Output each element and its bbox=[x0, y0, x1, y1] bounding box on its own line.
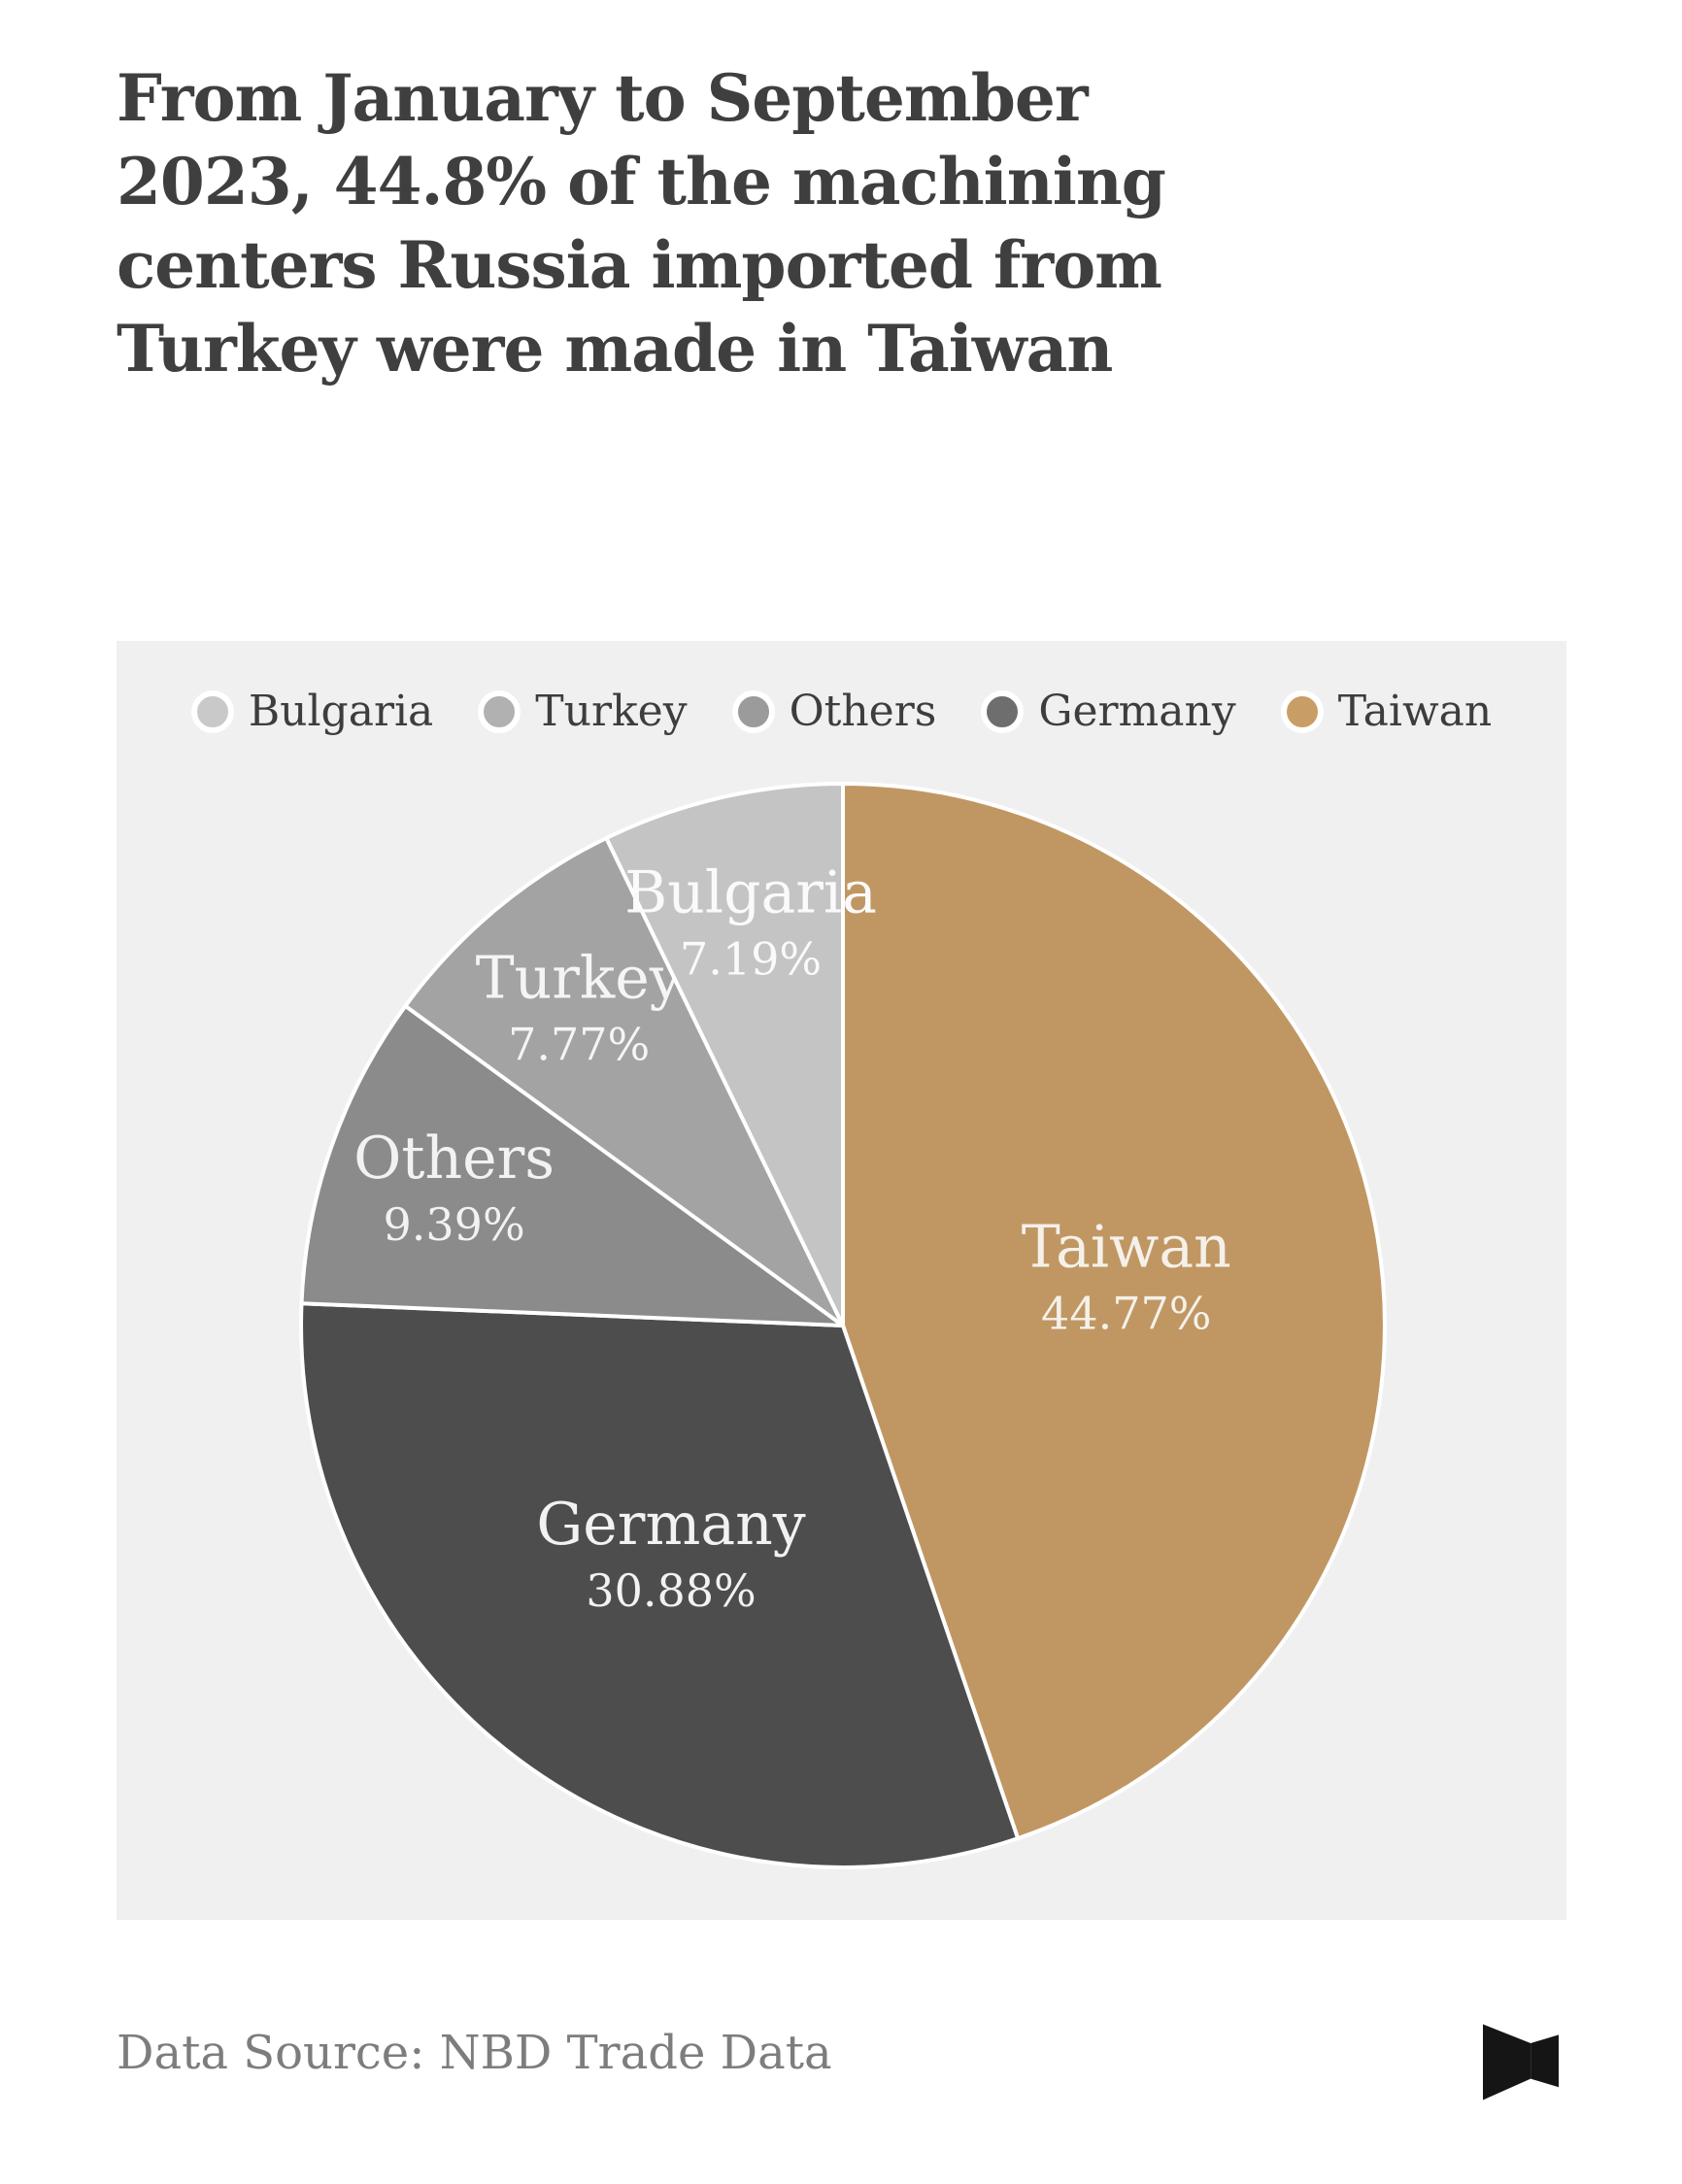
legend-marker-icon bbox=[981, 689, 1025, 733]
legend-marker-icon bbox=[478, 689, 521, 733]
legend-item-label: Taiwan bbox=[1337, 687, 1493, 736]
chart-panel: Bulgaria Turkey Others Germany Taiwan Taiwan… bbox=[117, 641, 1566, 1920]
nbd-logo-right-shape bbox=[1531, 2034, 1559, 2088]
chart-legend: Bulgaria Turkey Others Germany Taiwan bbox=[117, 687, 1566, 736]
legend-item-others[interactable]: Others bbox=[731, 687, 937, 736]
legend-item-label: Turkey bbox=[535, 687, 688, 736]
page-title-line: centers Russia imported from bbox=[117, 227, 1162, 303]
page-title-line: Turkey were made in Taiwan bbox=[117, 311, 1113, 386]
page-title: From January to September 2023, 44.8% of … bbox=[117, 56, 1573, 390]
data-source-label: Data Source: NBD Trade Data bbox=[117, 2026, 832, 2080]
pie-slice-turkey[interactable] bbox=[403, 836, 845, 1327]
pie-slice-others[interactable] bbox=[299, 1003, 845, 1327]
legend-item-label: Others bbox=[789, 687, 937, 736]
legend-item-bulgaria[interactable]: Bulgaria bbox=[190, 687, 434, 736]
legend-item-germany[interactable]: Germany bbox=[981, 687, 1236, 736]
pie-slice-bulgaria[interactable] bbox=[604, 782, 845, 1327]
legend-marker-icon bbox=[731, 689, 775, 733]
legend-item-turkey[interactable]: Turkey bbox=[478, 687, 688, 736]
pie-slice-taiwan[interactable] bbox=[841, 782, 1387, 1841]
pie-chart: Taiwan44.77%Germany30.88%Others9.39%Turk… bbox=[299, 782, 1387, 1869]
legend-marker-icon bbox=[1280, 689, 1324, 733]
legend-item-taiwan[interactable]: Taiwan bbox=[1280, 687, 1493, 736]
page-title-line: From January to September bbox=[117, 60, 1089, 136]
nbd-logo-left-shape bbox=[1483, 2024, 1531, 2100]
nbd-logo bbox=[1483, 2024, 1559, 2100]
legend-item-label: Germany bbox=[1038, 687, 1236, 736]
legend-marker-icon bbox=[190, 689, 234, 733]
pie-slice-germany[interactable] bbox=[299, 1301, 1021, 1869]
page-title-line: 2023, 44.8% of the machining bbox=[117, 144, 1166, 219]
legend-item-label: Bulgaria bbox=[248, 687, 434, 736]
